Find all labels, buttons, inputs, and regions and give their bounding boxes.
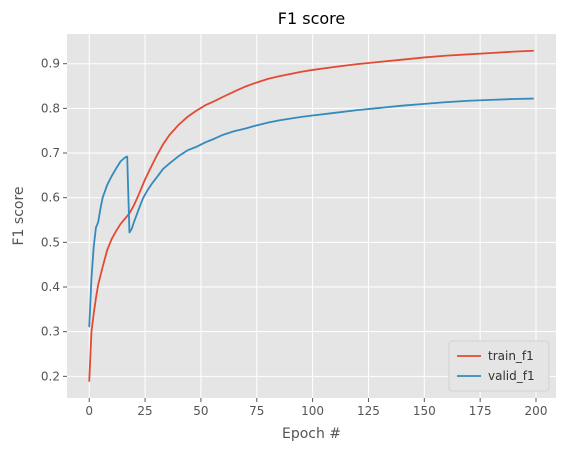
tick-layer: 0 25 50 75 100 125 150 175 200 0.2 0.3 0.4 0.5 0.6 0.7… [41,57,548,418]
legend: train_f1 valid_f1 [448,340,550,392]
y-axis-label: F1 score [11,186,27,245]
plot-area [67,34,556,398]
x-tick-label: 50 [193,404,208,418]
y-tick-label: 0.9 [41,57,60,71]
y-tick-label: 0.8 [41,101,60,115]
series-layer [88,49,534,382]
series-line-valid_f1 [88,97,534,328]
x-tick-label: 150 [413,404,436,418]
legend-label-valid_f1: valid_f1 [488,369,535,383]
y-tick-label: 0.6 [41,191,60,205]
x-tick-label: 0 [85,404,93,418]
x-tick-label: 25 [137,404,152,418]
x-tick-label: 175 [469,404,492,418]
y-tick-label: 0.4 [41,280,60,294]
y-tick-label: 0.5 [41,235,60,249]
y-tick-label: 0.3 [41,325,60,339]
chart-title: F1 score [278,9,345,28]
series-line-train_f1 [88,49,534,382]
x-tick-label: 125 [357,404,380,418]
legend-label-train_f1: train_f1 [488,349,534,363]
y-tick-label: 0.7 [41,146,60,160]
legend-frame [448,340,550,392]
grid-layer [67,34,556,398]
x-tick-label: 100 [301,404,324,418]
y-tick-label: 0.2 [41,369,60,383]
x-axis-label: Epoch # [282,426,341,442]
x-tick-label: 75 [249,404,264,418]
x-tick-label: 200 [525,404,548,418]
